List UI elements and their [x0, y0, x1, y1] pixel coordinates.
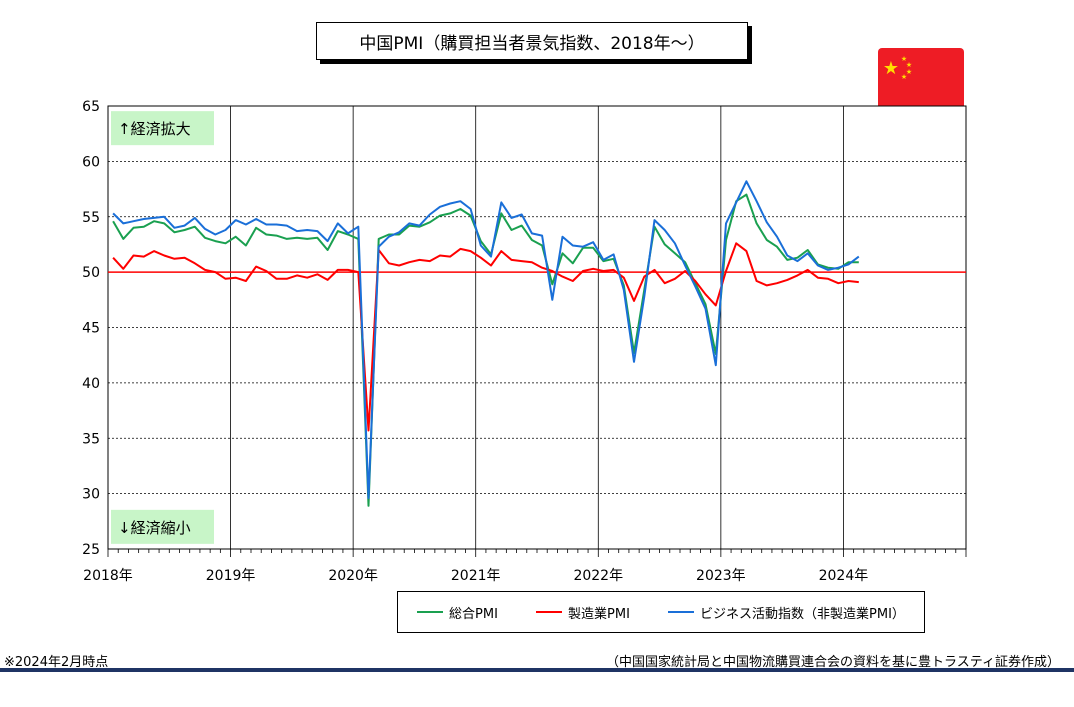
- series-line-nonmanufacturing: [112, 180, 860, 500]
- legend-label-nonmanufacturing: ビジネス活動指数（非製造業PMI）: [700, 606, 905, 622]
- legend-swatch-nonmanufacturing: [668, 611, 695, 613]
- annotation-box: [111, 111, 214, 146]
- y-tick-label: 30: [82, 487, 100, 503]
- legend: 総合PMI 製造業PMI ビジネス活動指数（非製造業PMI）: [397, 591, 925, 633]
- footnote-source: （中国国家統計局と中国物流購買連合会の資料を基に豊トラスティ証券作成）: [606, 655, 1060, 670]
- y-tick-label: 50: [82, 265, 100, 281]
- x-tick-label: 2023年: [696, 568, 746, 584]
- legend-item-manufacturing: 製造業PMI: [536, 603, 630, 622]
- y-tick-label: 60: [82, 154, 100, 170]
- svg-text:★: ★: [901, 73, 907, 81]
- x-tick-label: 2024年: [819, 568, 869, 584]
- china-flag-icon: ★ ★ ★ ★ ★: [878, 48, 964, 110]
- x-tick-label: 2022年: [573, 568, 623, 584]
- legend-label-manufacturing: 製造業PMI: [568, 606, 630, 622]
- y-tick-label: 25: [82, 542, 100, 558]
- pmi-line-chart: 25 30 35 40 45 50 55 60 65 2018年 2019年 2020年 2021年 20…: [82, 99, 967, 584]
- legend-swatch-composite: [417, 611, 444, 613]
- svg-text:★: ★: [901, 55, 907, 63]
- footnote-date: ※2024年2月時点: [4, 655, 109, 670]
- legend-item-composite: 総合PMI: [417, 603, 498, 622]
- y-tick-label: 40: [82, 376, 100, 392]
- series-line-manufacturing: [112, 242, 859, 432]
- annotation-contraction: ↓経済縮小: [118, 519, 191, 537]
- bottom-divider: [0, 668, 1074, 672]
- y-tick-label: 45: [82, 321, 100, 337]
- y-tick-label: 35: [82, 431, 100, 447]
- svg-text:★: ★: [906, 61, 912, 69]
- x-tick-label: 2021年: [451, 568, 501, 584]
- chart-title-text: 中国PMI（購買担当者景気指数、2018年～）: [359, 33, 705, 54]
- svg-text:★: ★: [906, 68, 912, 76]
- legend-swatch-manufacturing: [536, 611, 563, 613]
- x-tick-label: 2018年: [83, 568, 133, 584]
- x-tick-label: 2020年: [328, 568, 378, 584]
- y-tick-label: 65: [82, 99, 100, 115]
- chart-title: 中国PMI（購買担当者景気指数、2018年～）: [316, 22, 748, 60]
- svg-text:★: ★: [883, 58, 899, 79]
- x-tick-label: 2019年: [206, 568, 256, 584]
- annotation-box: [111, 509, 214, 544]
- legend-item-nonmanufacturing: ビジネス活動指数（非製造業PMI）: [668, 603, 905, 622]
- legend-label-composite: 総合PMI: [449, 606, 498, 622]
- annotation-expansion: ↑経済拡大: [118, 120, 191, 138]
- y-tick-label: 55: [82, 210, 100, 226]
